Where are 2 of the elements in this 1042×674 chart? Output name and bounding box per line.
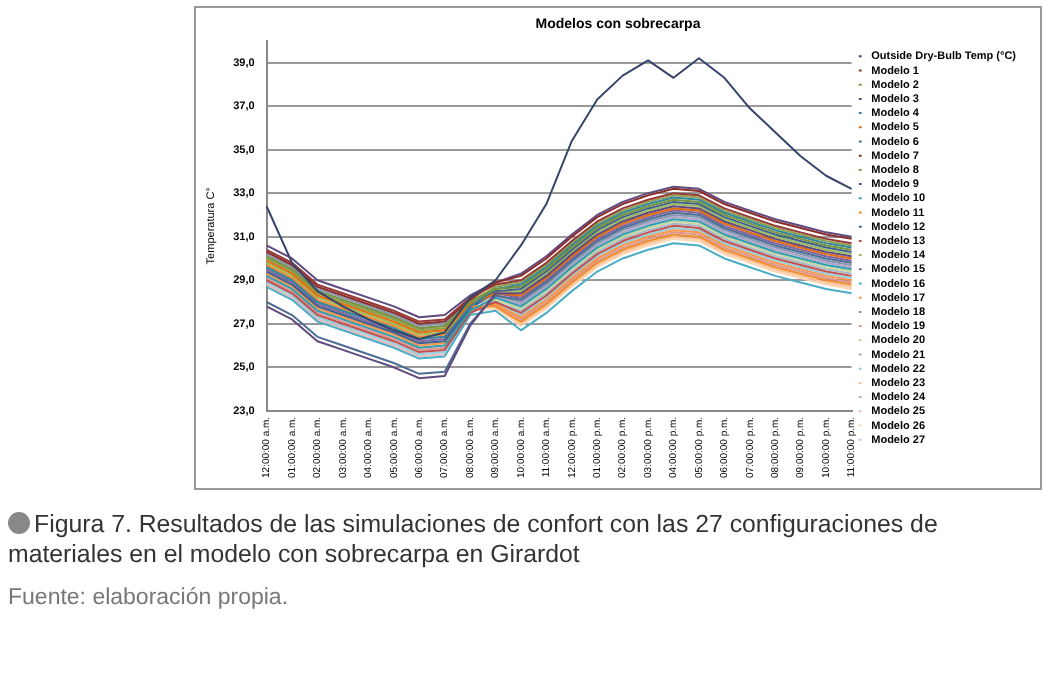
text: Figura 7. Resultados de las simulaciones de confort con las 27 configuraciones de materiales en el modelo con sobrecarpa en Girardot — [8, 510, 938, 568]
source-note: Fuente: elaboración propia. — [8, 586, 289, 610]
